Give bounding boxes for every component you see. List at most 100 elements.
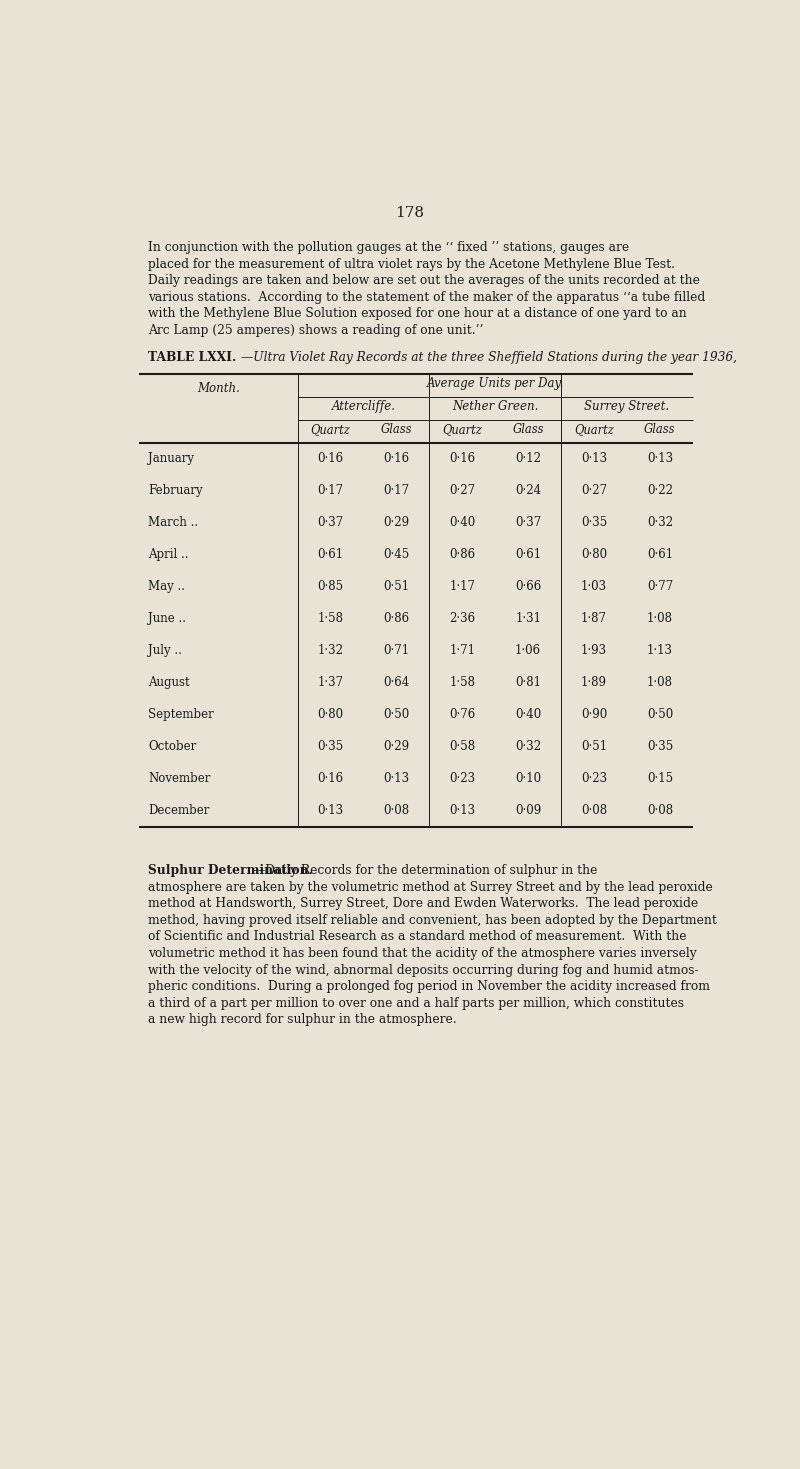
Text: Nether Green.: Nether Green. — [452, 400, 538, 413]
Text: method, having proved itself reliable and convenient, has been adopted by the De: method, having proved itself reliable an… — [148, 914, 717, 927]
Text: 0·29: 0·29 — [383, 740, 410, 754]
Text: 1·08: 1·08 — [647, 676, 673, 689]
Text: July ..: July .. — [148, 643, 182, 657]
Text: 0·13: 0·13 — [450, 804, 475, 817]
Text: Arc Lamp (25 amperes) shows a reading of one unit.’’: Arc Lamp (25 amperes) shows a reading of… — [148, 323, 483, 336]
Text: 0·17: 0·17 — [318, 485, 344, 498]
Text: 0·76: 0·76 — [449, 708, 475, 721]
Text: 1·71: 1·71 — [450, 643, 475, 657]
Text: 1·13: 1·13 — [647, 643, 673, 657]
Text: February: February — [148, 485, 202, 498]
Text: 0·51: 0·51 — [383, 580, 410, 593]
Text: 1·08: 1·08 — [647, 613, 673, 626]
Text: 0·45: 0·45 — [383, 548, 410, 561]
Text: Sulphur Determination.: Sulphur Determination. — [148, 864, 313, 877]
Text: 1·89: 1·89 — [581, 676, 607, 689]
Text: 0·15: 0·15 — [647, 771, 673, 784]
Text: of Scientific and Industrial Research as a standard method of measurement.  With: of Scientific and Industrial Research as… — [148, 930, 686, 943]
Text: 0·32: 0·32 — [515, 740, 542, 754]
Text: 0·71: 0·71 — [383, 643, 410, 657]
Text: 0·66: 0·66 — [515, 580, 542, 593]
Text: 0·61: 0·61 — [515, 548, 542, 561]
Text: a new high record for sulphur in the atmosphere.: a new high record for sulphur in the atm… — [148, 1014, 457, 1027]
Text: pheric conditions.  During a prolonged fog period in November the acidity increa: pheric conditions. During a prolonged fo… — [148, 980, 710, 993]
Text: 0·37: 0·37 — [515, 516, 542, 529]
Text: 0·58: 0·58 — [450, 740, 475, 754]
Text: 0·17: 0·17 — [383, 485, 410, 498]
Text: Attercliffe.: Attercliffe. — [331, 400, 395, 413]
Text: 0·29: 0·29 — [383, 516, 410, 529]
Text: 0·13: 0·13 — [581, 452, 607, 466]
Text: 0·16: 0·16 — [318, 771, 344, 784]
Text: 0·10: 0·10 — [515, 771, 542, 784]
Text: 0·50: 0·50 — [647, 708, 673, 721]
Text: May ..: May .. — [148, 580, 185, 593]
Text: 0·35: 0·35 — [318, 740, 344, 754]
Text: 1·03: 1·03 — [581, 580, 607, 593]
Text: 0·35: 0·35 — [581, 516, 607, 529]
Text: various stations.  According to the statement of the maker of the apparatus ‘‘a : various stations. According to the state… — [148, 291, 706, 304]
Text: January: January — [148, 452, 194, 466]
Text: Quartz: Quartz — [574, 423, 614, 436]
Text: 0·81: 0·81 — [515, 676, 541, 689]
Text: 0·35: 0·35 — [647, 740, 673, 754]
Text: Glass: Glass — [381, 423, 412, 436]
Text: 0·85: 0·85 — [318, 580, 344, 593]
Text: August: August — [148, 676, 190, 689]
Text: December: December — [148, 804, 210, 817]
Text: Glass: Glass — [644, 423, 676, 436]
Text: placed for the measurement of ultra violet rays by the Acetone Methylene Blue Te: placed for the measurement of ultra viol… — [148, 257, 675, 270]
Text: Average Units per Day.: Average Units per Day. — [426, 378, 564, 391]
Text: TABLE LXXI.: TABLE LXXI. — [148, 351, 236, 364]
Text: 0·08: 0·08 — [647, 804, 673, 817]
Text: 0·61: 0·61 — [647, 548, 673, 561]
Text: —Daily Records for the determination of sulphur in the: —Daily Records for the determination of … — [253, 864, 597, 877]
Text: 0·16: 0·16 — [318, 452, 344, 466]
Text: 0·37: 0·37 — [318, 516, 344, 529]
Text: April ..: April .. — [148, 548, 189, 561]
Text: 0·90: 0·90 — [581, 708, 607, 721]
Text: November: November — [148, 771, 210, 784]
Text: 0·27: 0·27 — [581, 485, 607, 498]
Text: Month.: Month. — [197, 382, 240, 395]
Text: 0·24: 0·24 — [515, 485, 542, 498]
Text: 1·06: 1·06 — [515, 643, 542, 657]
Text: 1·37: 1·37 — [318, 676, 344, 689]
Text: 0·22: 0·22 — [647, 485, 673, 498]
Text: —Ultra Violet Ray Records at the three Sheffield Stations during the year 1936,: —Ultra Violet Ray Records at the three S… — [241, 351, 737, 364]
Text: 0·12: 0·12 — [515, 452, 541, 466]
Text: 0·40: 0·40 — [449, 516, 475, 529]
Text: 178: 178 — [395, 206, 425, 220]
Text: 1·93: 1·93 — [581, 643, 607, 657]
Text: 0·08: 0·08 — [383, 804, 410, 817]
Text: Quartz: Quartz — [310, 423, 350, 436]
Text: 0·13: 0·13 — [318, 804, 344, 817]
Text: 0·80: 0·80 — [318, 708, 344, 721]
Text: 0·16: 0·16 — [383, 452, 410, 466]
Text: 0·40: 0·40 — [515, 708, 542, 721]
Text: 0·23: 0·23 — [581, 771, 607, 784]
Text: Surrey Street.: Surrey Street. — [585, 400, 670, 413]
Text: 1·32: 1·32 — [318, 643, 343, 657]
Text: atmosphere are taken by the volumetric method at Surrey Street and by the lead p: atmosphere are taken by the volumetric m… — [148, 881, 713, 893]
Text: a third of a part per million to over one and a half parts per million, which co: a third of a part per million to over on… — [148, 996, 684, 1009]
Text: 0·77: 0·77 — [647, 580, 673, 593]
Text: September: September — [148, 708, 214, 721]
Text: 0·16: 0·16 — [450, 452, 475, 466]
Text: 0·80: 0·80 — [581, 548, 607, 561]
Text: 1·87: 1·87 — [581, 613, 607, 626]
Text: 0·86: 0·86 — [383, 613, 410, 626]
Text: 0·27: 0·27 — [450, 485, 475, 498]
Text: with the Methylene Blue Solution exposed for one hour at a distance of one yard : with the Methylene Blue Solution exposed… — [148, 307, 686, 320]
Text: 1·17: 1·17 — [450, 580, 475, 593]
Text: 0·23: 0·23 — [450, 771, 475, 784]
Text: 0·09: 0·09 — [515, 804, 542, 817]
Text: volumetric method it has been found that the acidity of the atmosphere varies in: volumetric method it has been found that… — [148, 948, 697, 961]
Text: March ..: March .. — [148, 516, 198, 529]
Text: method at Handsworth, Surrey Street, Dore and Ewden Waterworks.  The lead peroxi: method at Handsworth, Surrey Street, Dor… — [148, 898, 698, 911]
Text: 0·13: 0·13 — [383, 771, 410, 784]
Text: Daily readings are taken and below are set out the averages of the units recorde: Daily readings are taken and below are s… — [148, 275, 700, 286]
Text: with the velocity of the wind, abnormal deposits occurring during fog and humid : with the velocity of the wind, abnormal … — [148, 964, 698, 977]
Text: Quartz: Quartz — [442, 423, 482, 436]
Text: 0·08: 0·08 — [581, 804, 607, 817]
